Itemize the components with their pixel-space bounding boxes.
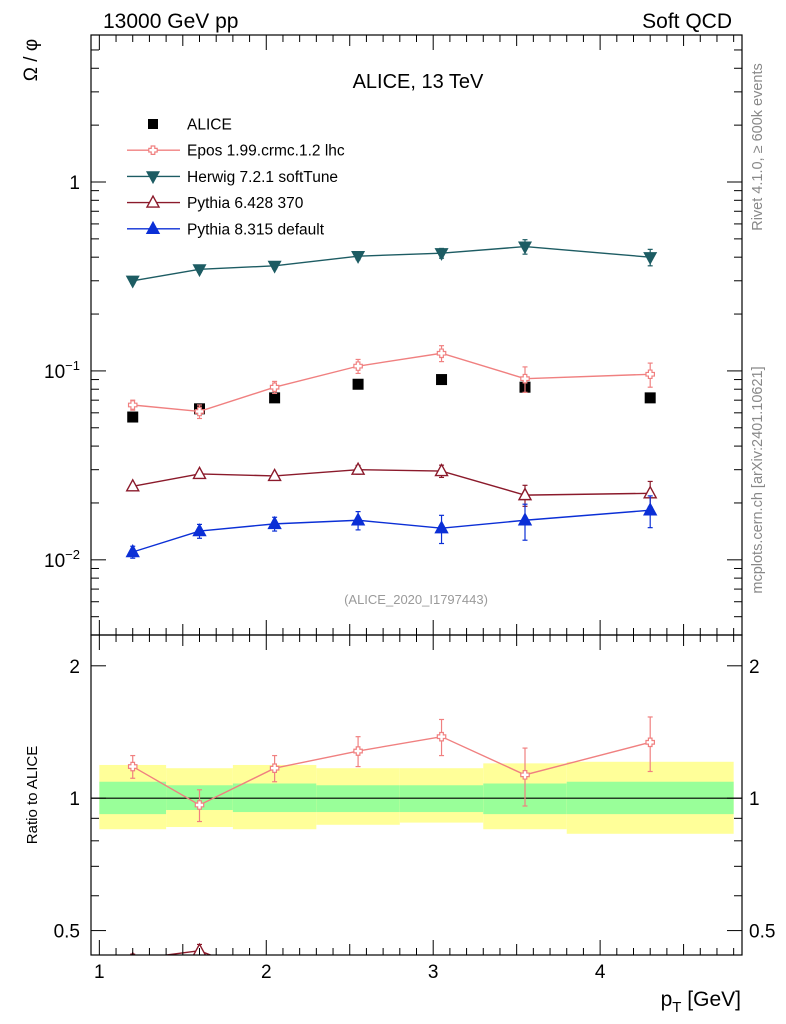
ratio-y-tick-label-left: 0.5 bbox=[54, 922, 80, 943]
ratio-epos-1-99-crmc-1-2-lhc-point bbox=[353, 746, 363, 756]
ratio-y-tick-label-left: 1 bbox=[69, 789, 80, 810]
x-axis-label: pT [GeV] bbox=[661, 988, 741, 1016]
ratio-y-tick-label-right: 0.5 bbox=[749, 922, 775, 943]
pythia-6-428-370-point bbox=[125, 478, 140, 492]
main-title: ALICE, 13 TeV bbox=[353, 71, 484, 93]
main-plot-content bbox=[125, 239, 658, 559]
pythia-6-428-370-point bbox=[350, 461, 366, 475]
herwig-7-2-1-softtune-line bbox=[132, 245, 651, 282]
rivet-label: Rivet 4.1.0, ≥ 600k events bbox=[750, 63, 766, 231]
ratio-y-tick-label-right: 2 bbox=[749, 657, 760, 678]
main-y-tick-label: 1 bbox=[69, 173, 80, 194]
legend-marker-pythia-8-315-default bbox=[145, 220, 161, 235]
legend-marker-alice bbox=[148, 119, 158, 129]
pythia-8-315-default-point bbox=[350, 512, 366, 526]
ratio-epos-1-99-crmc-1-2-lhc-point bbox=[520, 770, 530, 780]
alice-point bbox=[269, 392, 281, 404]
epos-1-99-crmc-1-2-lhc-point bbox=[520, 373, 530, 384]
x-tick-label: 4 bbox=[595, 962, 606, 983]
ratio-y-tick-label-left: 2 bbox=[69, 657, 80, 678]
ratio-series-group bbox=[127, 716, 655, 955]
alice-point bbox=[644, 392, 656, 404]
main-y-tick-label: 10−1 bbox=[44, 358, 80, 383]
ratio-epos-1-99-crmc-1-2-lhc-point bbox=[436, 731, 447, 742]
epos-1-99-crmc-1-2-lhc-point bbox=[645, 369, 655, 380]
pythia-8-315-default-point bbox=[267, 515, 282, 530]
legend-marker-epos-1-99-crmc-1-2-lhc bbox=[148, 145, 158, 155]
ratio-frame bbox=[90, 634, 743, 956]
legend-label-epos-1-99-crmc-1-2-lhc: Epos 1.99.crmc.1.2 lhc bbox=[187, 143, 345, 160]
legend-label-alice: ALICE bbox=[187, 117, 232, 134]
x-tick-label: 3 bbox=[428, 962, 439, 983]
ratio-y-tick-label-right: 1 bbox=[749, 789, 760, 810]
pythia-8-315-default-point bbox=[125, 544, 140, 558]
herwig-7-2-1-softtune-point bbox=[351, 251, 366, 264]
legend-label-pythia-8-315-default: Pythia 8.315 default bbox=[187, 221, 325, 238]
pythia-6-428-370-point bbox=[192, 465, 207, 480]
pythia-6-428-370-point bbox=[267, 467, 282, 482]
epos-1-99-crmc-1-2-lhc-line bbox=[132, 352, 651, 413]
alice-point bbox=[352, 378, 364, 390]
header-right: Soft QCD bbox=[642, 10, 732, 33]
ratio-epos-1-99-crmc-1-2-lhc-point bbox=[127, 761, 138, 772]
ratio-epos-1-99-crmc-1-2-lhc-point bbox=[194, 800, 205, 810]
legend-label-herwig-7-2-1-softtune: Herwig 7.2.1 softTune bbox=[187, 169, 338, 186]
legend: ALICE Epos 1.99.crmc.1.2 lhc Herwig 7.2.1 … bbox=[127, 117, 345, 238]
pythia-6-428-370-line bbox=[132, 468, 651, 496]
ratio-epos-1-99-crmc-1-2-lhc-point bbox=[269, 763, 280, 774]
pythia-6-428-370-point bbox=[517, 487, 533, 501]
watermark: (ALICE_2020_I1797443) bbox=[344, 592, 488, 607]
x-tick-label: 1 bbox=[94, 962, 105, 983]
pythia-8-315-default-point bbox=[643, 502, 658, 516]
pythia-8-315-default-point bbox=[517, 512, 533, 526]
epos-1-99-crmc-1-2-lhc-point bbox=[194, 406, 205, 417]
header-left: 13000 GeV pp bbox=[103, 10, 238, 33]
ratio-y-ticks: 0.5 0.5 1 1 2 2 bbox=[54, 657, 776, 943]
pythia-8-315-default-line bbox=[132, 509, 651, 553]
alice-point bbox=[436, 374, 448, 386]
epos-1-99-crmc-1-2-lhc-point bbox=[127, 400, 138, 410]
main-panel: ALICE, 13 TeV (ALICE_2020_I1797443) ALIC… bbox=[21, 34, 743, 636]
epos-1-99-crmc-1-2-lhc-point bbox=[436, 348, 447, 359]
legend-marker-herwig-7-2-1-softtune bbox=[145, 171, 161, 185]
mcplots-label: mcplots.cern.ch [arXiv:2401.10621] bbox=[750, 366, 766, 593]
ratio-y-label: Ratio to ALICE bbox=[24, 746, 41, 844]
epos-1-99-crmc-1-2-lhc-point bbox=[353, 361, 363, 371]
epos-1-99-crmc-1-2-lhc-point bbox=[269, 382, 280, 392]
herwig-7-2-1-softtune-point bbox=[267, 260, 282, 274]
main-y-label: Ω / φ bbox=[21, 39, 42, 81]
main-y-ticks: 10−2 10−1 1 bbox=[44, 34, 742, 636]
herwig-7-2-1-softtune-point bbox=[192, 264, 207, 278]
pythia-6-428-370-point bbox=[434, 463, 449, 477]
legend-label-pythia-6-428-370: Pythia 6.428 370 bbox=[187, 195, 304, 212]
herwig-7-2-1-softtune-point bbox=[517, 241, 533, 255]
ratio-panel: 0.5 0.5 1 1 2 2 1 2 3 4 Ratio to ALICE pT [GeV] bbox=[24, 35, 775, 1016]
x-tick-label: 2 bbox=[261, 962, 272, 983]
herwig-7-2-1-softtune-point bbox=[125, 275, 140, 289]
legend-marker-pythia-6-428-370 bbox=[145, 194, 161, 208]
main-y-tick-label: 10−2 bbox=[44, 547, 80, 572]
pythia-8-315-default-point bbox=[434, 520, 449, 534]
pythia-8-315-default-point bbox=[192, 523, 207, 537]
ratio-plot-content bbox=[127, 716, 655, 955]
ratio-epos-1-99-crmc-1-2-lhc-point bbox=[645, 737, 655, 748]
herwig-7-2-1-softtune-point bbox=[643, 252, 658, 265]
x-ticks: 1 2 3 4 bbox=[94, 35, 735, 983]
herwig-7-2-1-softtune-point bbox=[434, 248, 449, 261]
alice-point bbox=[127, 411, 139, 423]
